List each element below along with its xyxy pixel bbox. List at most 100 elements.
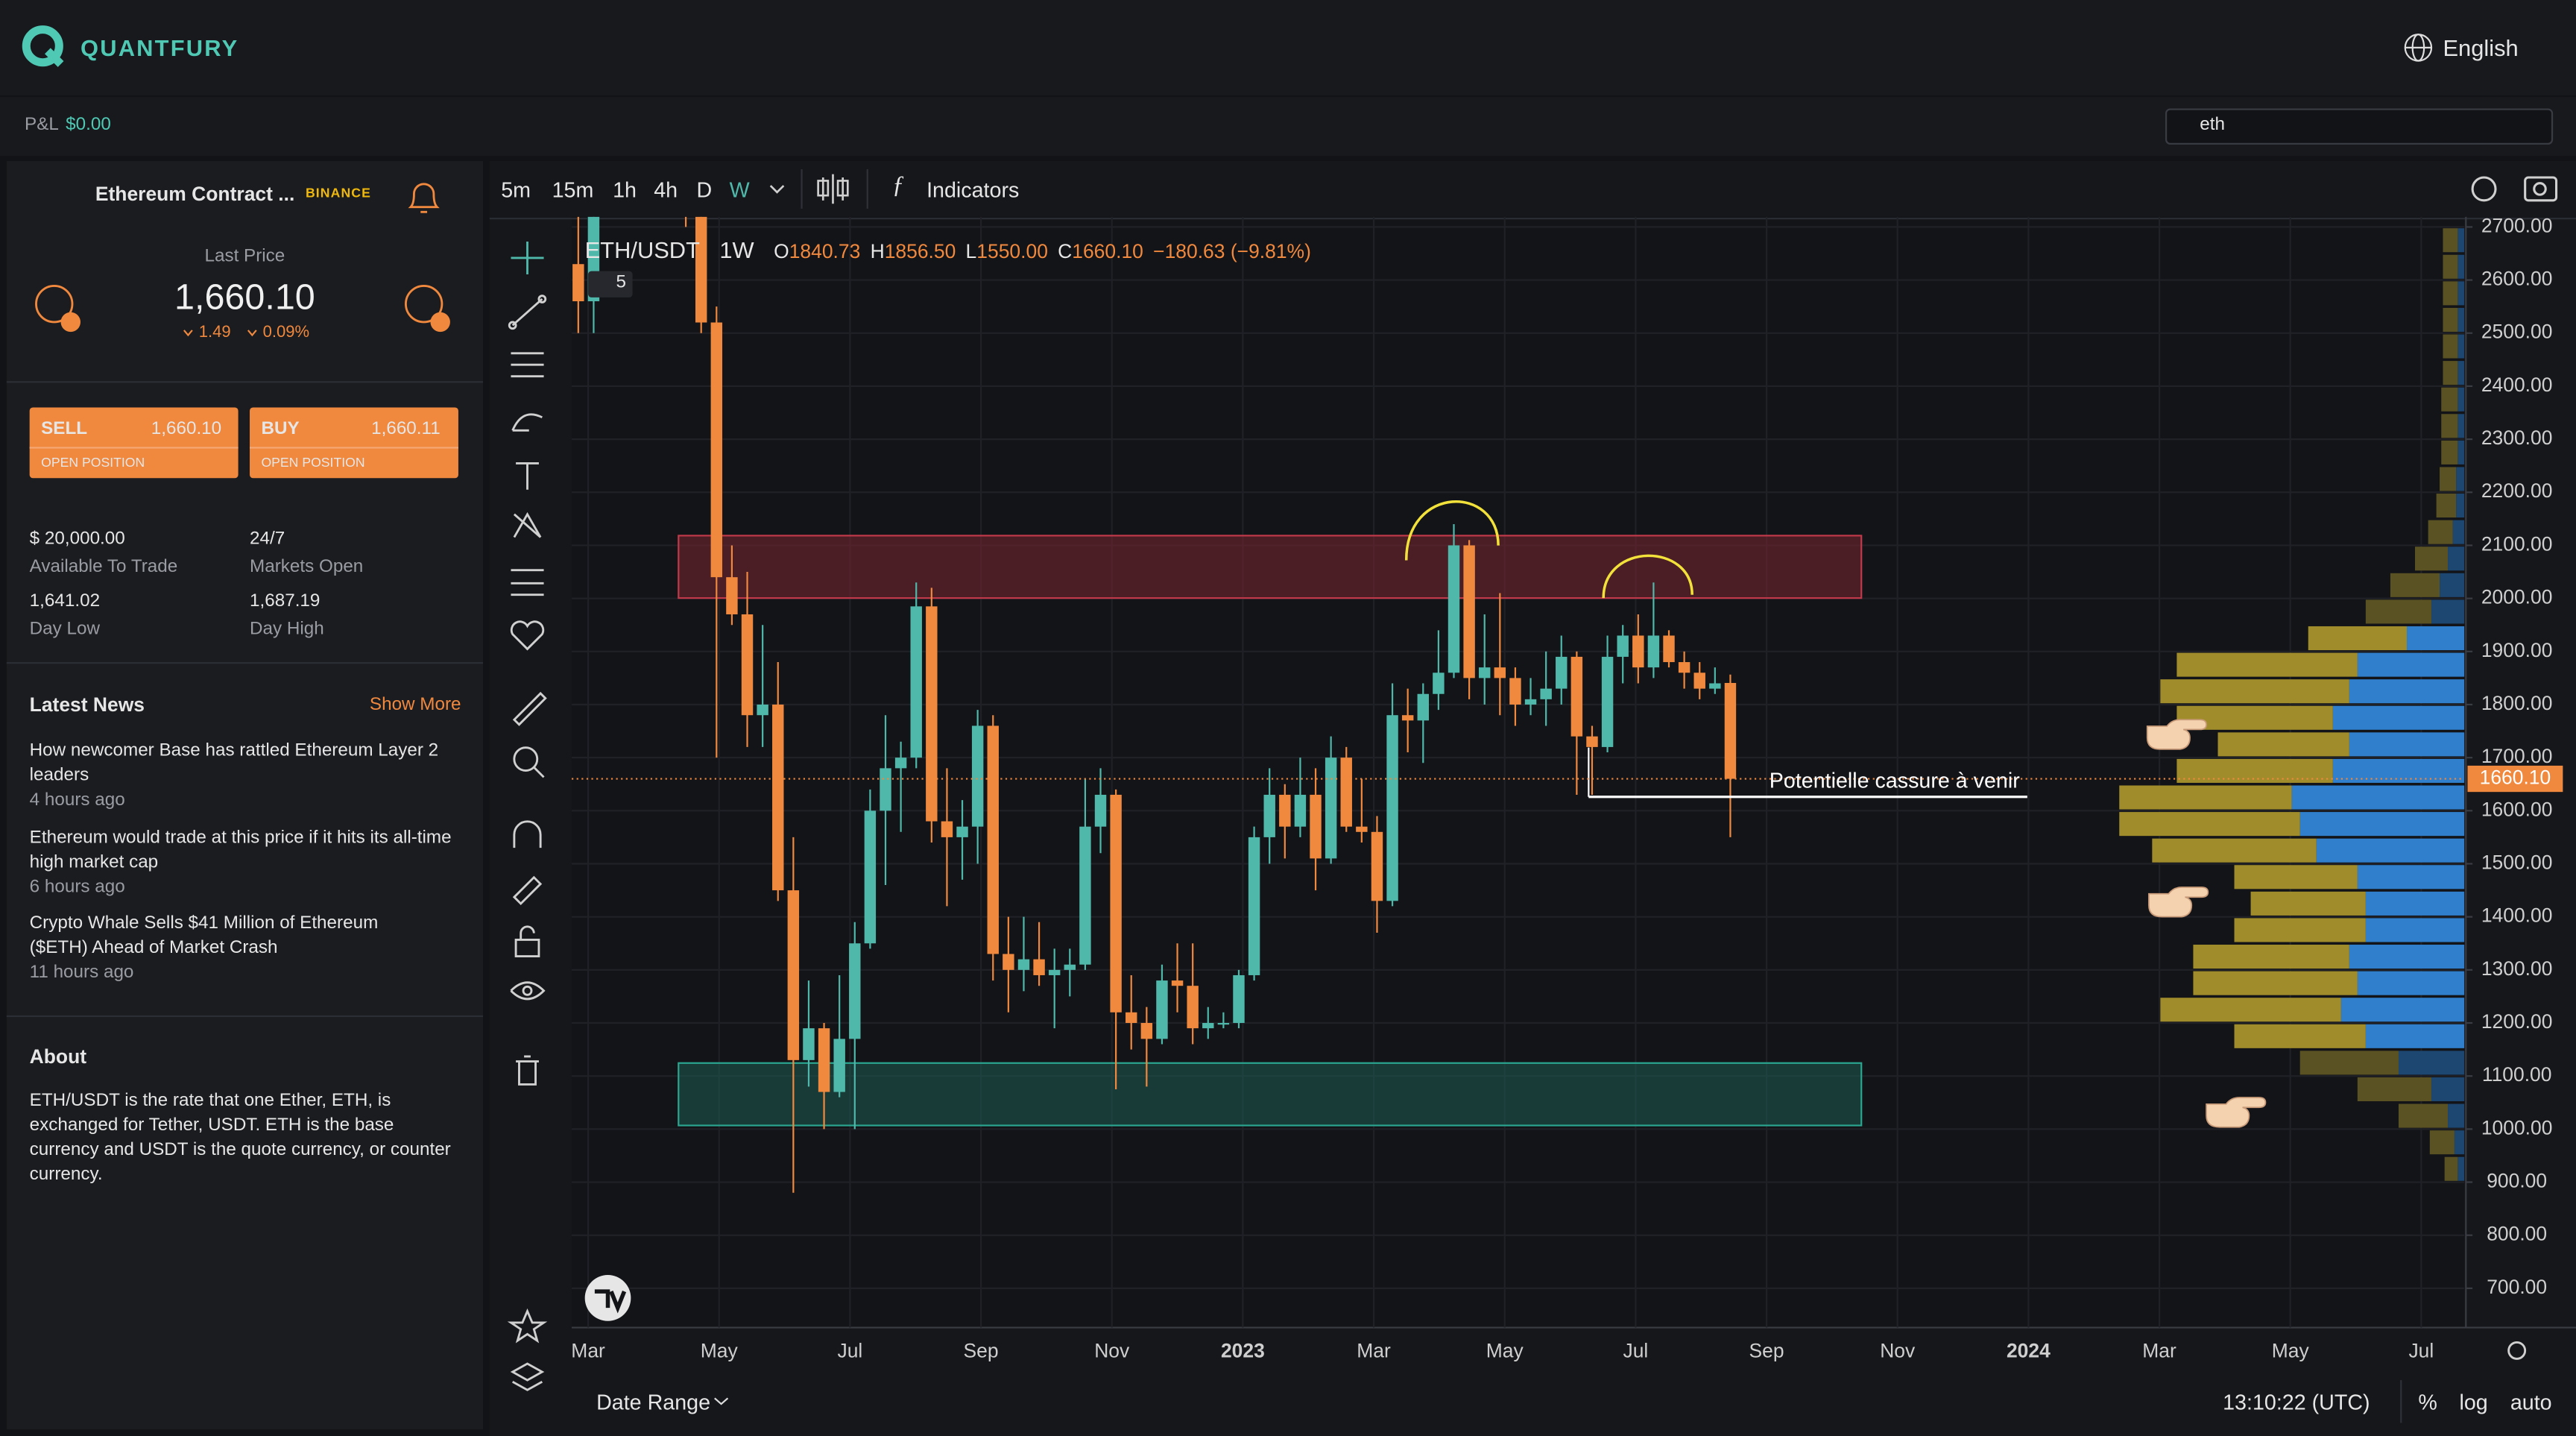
bull-icon[interactable] [402,283,458,338]
sell-price[interactable]: 1,660.10 [151,418,222,439]
search-box[interactable] [2165,108,2554,145]
last-price-label: Last Price [204,246,285,266]
drawing-tools[interactable] [507,241,548,1391]
show-more[interactable]: Show More [369,695,461,715]
profile-blue [2365,891,2465,916]
buy-button[interactable] [250,407,458,479]
indicator-count[interactable]: 5 [616,272,627,293]
profile-blue [2332,705,2465,730]
candle-body [1693,673,1705,689]
support-zone[interactable] [678,1062,1863,1127]
x-tick-label: 2024 [2007,1340,2051,1362]
news-headline[interactable]: How newcomer Base has rattled Ethereum L… [29,740,439,786]
alert-icon[interactable] [404,177,443,220]
resistance-zone[interactable] [678,535,1863,599]
fx-icon[interactable]: ƒ [891,172,905,199]
sell-sub[interactable]: OPEN POSITION [41,455,145,470]
candle-body [941,821,953,837]
timeframe[interactable]: D [696,177,713,203]
candle-body [1401,715,1414,721]
profile-blue [2357,652,2465,677]
news-headline[interactable]: Crypto Whale Sells $41 Million of Ethere… [29,913,379,958]
divider [6,1015,483,1018]
ohlc-key: O [774,239,789,263]
auto-toggle[interactable]: auto [2510,1390,2552,1415]
language[interactable]: English [2443,34,2519,61]
sell-button[interactable] [29,407,239,479]
stat-value: $ 20,000.00 [29,529,125,549]
sell-label[interactable]: SELL [41,418,88,439]
date-range-caret[interactable] [713,1395,730,1408]
clock: 13:10:22 (UTC) [2223,1390,2370,1415]
about-title: About [29,1045,87,1068]
ohlc-value: 1550.00 [976,239,1048,263]
candle-body [1709,683,1721,689]
bear-icon[interactable] [33,283,89,338]
last-price-label: 1660.10 [2480,766,2551,789]
news-headline[interactable]: Ethereum would trade at this price if it… [29,828,452,873]
profile-blue [2457,254,2465,279]
axis-settings[interactable] [2507,1341,2527,1360]
candle-body [926,606,938,822]
news-time: 6 hours ago [29,877,125,898]
profile-blue [2452,520,2465,544]
indicators[interactable]: Indicators [926,177,1020,203]
candle-body [894,758,907,769]
timeframe-more[interactable] [769,185,785,194]
profile-gold [2441,387,2458,412]
candle-body [1586,736,1598,747]
candle-body [772,704,784,891]
chart-legend: ETH/USDT 1W O1840.73 H1856.50 L1550.00 C166… [585,236,1311,262]
profile-gold [2365,599,2432,624]
arc-drawing[interactable] [1602,554,1693,599]
x-tick-label: Jul [1623,1340,1648,1362]
x-tick-label: Mar [571,1340,605,1362]
buy-sub[interactable]: OPEN POSITION [261,455,365,470]
timeframe[interactable]: 1h [613,177,637,203]
candle-body [1064,964,1076,970]
tradingview-glyph [594,1289,627,1314]
chart-type-icon[interactable] [817,174,849,204]
y-tick-label: 2300.00 [2481,426,2553,449]
profile-blue [2457,1156,2465,1181]
profile-gold [2398,1103,2449,1128]
timeframe[interactable]: 15m [552,177,594,203]
profile-gold [2152,838,2317,863]
profile-gold [2234,865,2358,889]
profile-blue [2365,918,2465,942]
ohlc-value: 1660.10 [1072,239,1143,263]
stat-label: Day High [250,619,324,640]
change-arrows [183,330,257,337]
search-text[interactable]: eth [2200,115,2225,135]
buy-label[interactable]: BUY [261,418,300,439]
candle-body [1048,969,1061,975]
timeframe[interactable]: 5m [501,177,531,203]
arc-drawing[interactable] [1404,500,1500,561]
settings-icon[interactable] [2471,176,2497,202]
profile-blue [2456,467,2465,491]
indicator-toggle[interactable] [588,271,633,297]
annotation[interactable]: Potentielle cassure à venir [1770,769,2020,793]
y-tick-label: 700.00 [2487,1276,2547,1298]
timeframe[interactable]: W [729,177,750,203]
candle-body [1003,954,1014,970]
candle-body [1663,635,1675,663]
timeframe[interactable]: 4h [654,177,678,203]
log-toggle[interactable]: log [2459,1390,2488,1415]
ohlc-key: H [870,239,885,263]
profile-blue [2340,998,2465,1022]
profile-gold [2414,547,2449,571]
profile-gold [2444,1156,2458,1181]
date-range[interactable]: Date Range [596,1390,711,1415]
profile-blue [2440,573,2465,597]
buy-price[interactable]: 1,660.11 [371,418,441,439]
candle-body [1417,693,1429,721]
percent-toggle[interactable]: % [2418,1390,2437,1415]
stat-value: 24/7 [250,529,285,549]
screenshot-icon[interactable] [2524,176,2558,202]
symbol: ETH/USDT [584,236,700,263]
top-bar [0,0,2576,95]
candle-body [1601,656,1614,747]
profile-gold [2429,1130,2455,1155]
